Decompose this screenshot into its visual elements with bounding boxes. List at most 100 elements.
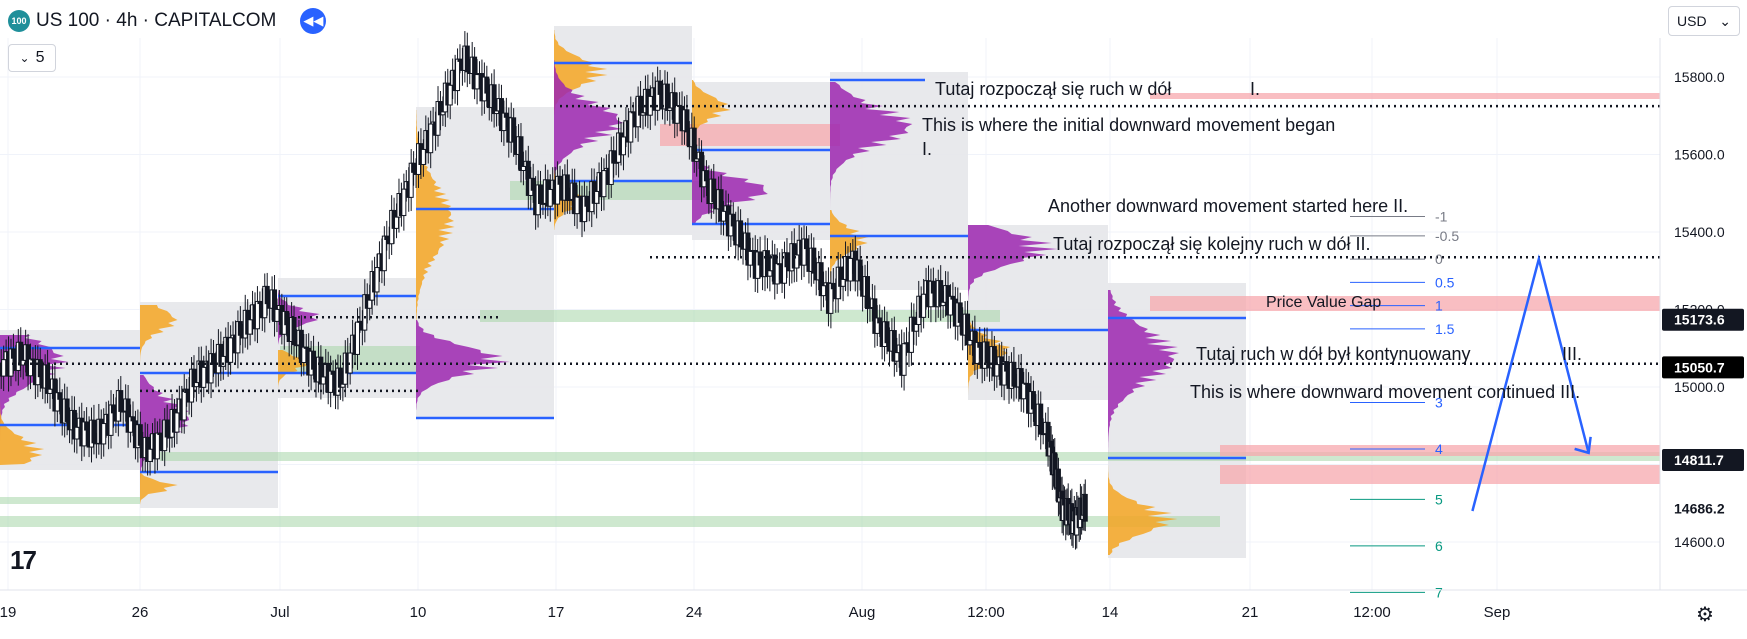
annotation-text: This is where the initial downward movem…: [922, 115, 1335, 135]
y-tick-label: 15000.0: [1674, 379, 1725, 395]
candle-body: [1082, 493, 1088, 522]
candle-body: [274, 308, 280, 322]
volume-profile: [1108, 290, 1180, 455]
candle-body: [247, 319, 253, 335]
volume-profile: [830, 82, 913, 210]
y-tick-label: 15600.0: [1674, 147, 1725, 163]
candle-body: [684, 109, 690, 133]
candle-body: [864, 276, 870, 310]
chart-title[interactable]: US 100 · 4h · CAPITALCOM: [36, 10, 277, 31]
candle-body: [228, 337, 234, 363]
candle-body: [877, 317, 883, 324]
fib-level-label: -1: [1435, 209, 1448, 225]
candle-body: [291, 317, 297, 346]
candle-body: [381, 235, 387, 272]
candle-body: [264, 285, 270, 305]
x-tick-label: 17: [548, 604, 565, 621]
tradingview-logo[interactable]: 17: [10, 545, 37, 575]
candle-body: [847, 257, 853, 282]
candle-body: [1, 359, 7, 377]
candle-body: [530, 177, 536, 191]
price-gap-zone: [1220, 465, 1660, 484]
candle-body: [957, 302, 963, 323]
candle-body: [154, 432, 160, 460]
candle-body: [557, 175, 563, 185]
candle-body: [1038, 403, 1044, 435]
candle-body: [774, 263, 780, 285]
candle-body: [894, 352, 900, 362]
annotation-suffix: III.: [1562, 344, 1582, 364]
candle-body: [857, 259, 863, 281]
candle-body: [574, 196, 580, 215]
candle-body: [28, 358, 34, 377]
x-tick-label: 12:00: [967, 604, 1005, 621]
candle-body: [74, 426, 80, 440]
x-tick-label: 26: [132, 604, 149, 621]
x-tick-label: Aug: [849, 604, 876, 621]
currency-select[interactable]: USD ⌄: [1668, 6, 1740, 36]
candle-body: [738, 220, 744, 248]
rewind-icon[interactable]: ◀◀: [300, 8, 327, 34]
annotation-text: Another downward movement started here I…: [1048, 196, 1408, 216]
candle-body: [211, 353, 217, 365]
candle-body: [913, 323, 919, 332]
fib-level-label: 6: [1435, 538, 1443, 554]
candle-body: [10, 348, 16, 359]
annotation-suffix: I.: [1250, 79, 1260, 99]
x-tick-label: 19: [0, 604, 16, 621]
fib-level-label: 5: [1435, 491, 1443, 507]
candle-body: [1004, 361, 1010, 372]
volume-profile: [140, 470, 178, 505]
candle-body: [884, 321, 890, 344]
fib-level-label: 1.5: [1435, 321, 1455, 337]
arrow-head: [1574, 436, 1592, 455]
candle-body: [354, 321, 360, 355]
candle-body: [401, 188, 407, 217]
candle-body: [564, 174, 570, 201]
candle-body: [311, 350, 317, 370]
symbol-badge[interactable]: 100: [8, 10, 30, 32]
candle-body: [118, 390, 124, 412]
x-tick-label: 12:00: [1353, 604, 1391, 621]
candle-body: [174, 412, 180, 433]
candle-body: [201, 366, 207, 388]
indicator-count: 5: [35, 49, 45, 66]
candle-body: [930, 280, 936, 294]
candle-body: [747, 250, 753, 266]
x-tick-label: 21: [1242, 604, 1259, 621]
candle-body: [394, 216, 400, 229]
candle-body: [657, 80, 663, 95]
candle-body: [784, 252, 790, 268]
price-gap-zone: [1220, 445, 1660, 456]
fib-level-label: 1: [1435, 298, 1443, 314]
candle-body: [254, 300, 260, 330]
chevron-down-icon: ⌄: [19, 51, 30, 65]
fib-level-label: 0: [1435, 251, 1443, 267]
candle-body: [147, 448, 153, 462]
currency-label: USD: [1677, 13, 1707, 29]
candle-body: [1021, 382, 1027, 400]
projection-arrow: [1471, 254, 1590, 512]
volume-profile: [692, 80, 731, 150]
x-tick-label: 10: [410, 604, 427, 621]
candle-body: [193, 382, 199, 388]
candle-body: [464, 45, 470, 73]
candle-body: [57, 392, 63, 400]
x-tick-label: 24: [686, 604, 703, 621]
candle-body: [584, 195, 590, 207]
candle-body: [101, 423, 107, 445]
candle-body: [320, 376, 326, 385]
candle-body: [164, 419, 170, 438]
volume-profile: [0, 380, 45, 465]
price-gap-zone: [1150, 296, 1660, 311]
candle-body: [137, 424, 143, 446]
indicator-collapse-button[interactable]: ⌄ 5: [8, 44, 56, 72]
gear-icon[interactable]: ⚙: [1696, 603, 1714, 626]
candle-body: [711, 178, 717, 203]
candle-body: [110, 404, 116, 414]
x-tick-label: Jul: [270, 604, 289, 621]
fib-level-label: -0.5: [1435, 228, 1459, 244]
candle-body: [994, 364, 1000, 377]
